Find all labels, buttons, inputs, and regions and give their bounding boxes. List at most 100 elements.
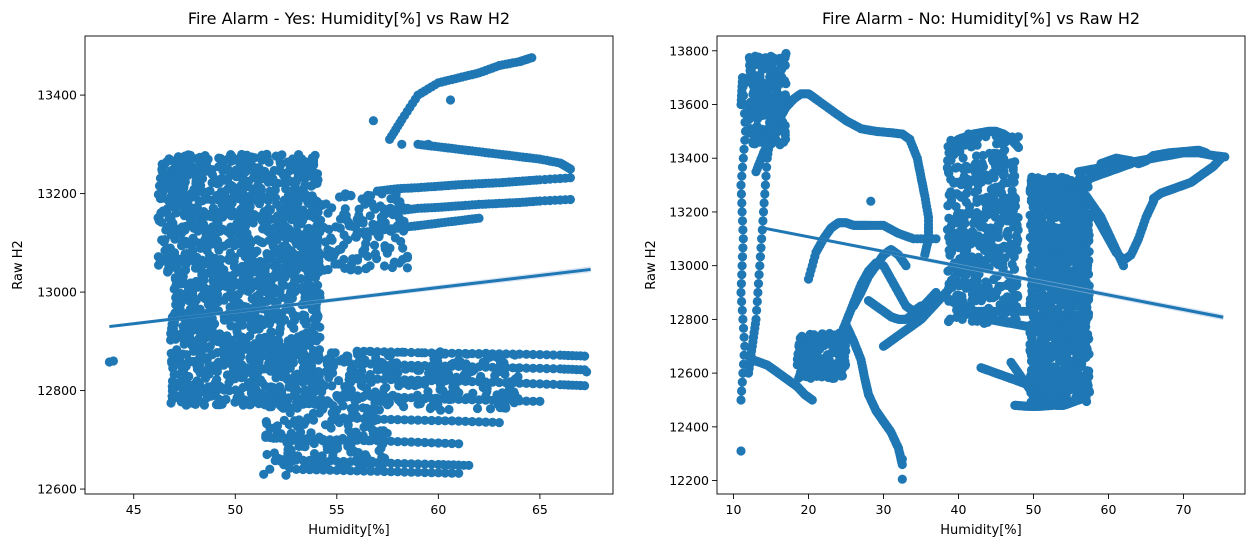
data-point — [542, 364, 552, 374]
data-point — [298, 210, 308, 220]
data-point — [339, 230, 349, 240]
data-point — [218, 339, 228, 349]
data-point — [352, 466, 362, 476]
data-point — [345, 413, 355, 423]
data-point — [746, 76, 756, 86]
data-point — [535, 350, 545, 360]
data-point — [812, 351, 822, 361]
data-point — [443, 369, 454, 379]
data-point — [1079, 332, 1089, 342]
data-point — [352, 457, 362, 467]
data-point — [177, 332, 187, 343]
data-point — [285, 291, 295, 301]
data-point — [338, 401, 348, 411]
data-point — [736, 279, 747, 289]
data-point — [542, 350, 552, 360]
y-tick-label: 13200 — [37, 186, 77, 201]
data-point — [162, 157, 172, 167]
data-point — [386, 467, 396, 477]
data-point — [275, 323, 285, 334]
data-point — [208, 258, 218, 268]
data-point — [185, 381, 195, 391]
data-point — [280, 243, 290, 253]
data-point — [1060, 356, 1070, 366]
data-point — [1058, 214, 1068, 224]
data-point — [340, 263, 350, 273]
data-point — [1010, 171, 1020, 181]
data-point — [195, 368, 205, 378]
data-point — [201, 243, 211, 253]
data-point — [1076, 226, 1086, 236]
data-point — [739, 144, 749, 154]
data-point — [257, 150, 267, 160]
data-point — [393, 415, 403, 425]
data-point — [173, 156, 183, 166]
data-point — [447, 348, 457, 358]
data-point — [292, 162, 302, 172]
data-point — [281, 470, 291, 480]
data-point — [264, 157, 274, 167]
data-point — [765, 60, 775, 70]
data-point — [339, 413, 349, 423]
data-point — [304, 160, 314, 170]
data-point — [291, 455, 301, 465]
data-point — [1010, 157, 1020, 167]
data-point — [220, 395, 231, 405]
data-point — [339, 456, 349, 467]
data-point — [179, 180, 189, 190]
data-point — [528, 379, 538, 389]
data-point — [332, 390, 342, 401]
data-point — [285, 381, 295, 391]
data-point — [737, 386, 747, 396]
data-point — [249, 324, 259, 335]
data-point — [393, 467, 403, 477]
data-point — [472, 403, 483, 414]
data-point — [467, 362, 477, 372]
data-point — [309, 233, 319, 244]
data-point — [381, 382, 391, 393]
data-point — [420, 437, 430, 448]
data-point — [427, 361, 437, 371]
data-point — [278, 221, 288, 231]
data-point — [313, 255, 323, 265]
data-point — [359, 359, 369, 369]
data-point — [752, 296, 762, 307]
data-point — [379, 347, 389, 357]
data-point — [996, 281, 1007, 292]
data-point — [313, 224, 323, 234]
data-point — [386, 374, 396, 385]
data-point — [580, 381, 590, 391]
data-point — [193, 396, 203, 406]
data-point — [215, 255, 225, 265]
data-point — [374, 446, 384, 456]
data-point — [487, 349, 498, 359]
data-point — [304, 193, 314, 203]
data-point — [386, 392, 396, 402]
data-point — [440, 348, 450, 358]
data-point — [969, 294, 980, 304]
data-point — [447, 376, 457, 386]
data-point — [210, 210, 220, 220]
data-point — [359, 391, 369, 401]
x-tick-label: 65 — [532, 502, 548, 517]
data-point — [399, 375, 410, 385]
data-point — [413, 467, 423, 477]
data-point — [1079, 296, 1089, 306]
data-point — [464, 460, 474, 470]
data-point — [192, 209, 202, 219]
data-point — [433, 468, 443, 478]
data-point — [393, 392, 403, 402]
data-point — [244, 248, 254, 258]
data-point — [445, 95, 456, 105]
data-point — [262, 449, 272, 460]
data-point — [311, 315, 321, 325]
data-point — [209, 281, 219, 291]
data-point — [467, 395, 477, 405]
data-point — [751, 314, 761, 324]
data-point — [366, 359, 376, 369]
data-point — [399, 415, 410, 425]
data-point — [1054, 273, 1064, 283]
data-point — [366, 391, 376, 401]
data-point — [379, 466, 389, 477]
data-point — [265, 464, 275, 474]
